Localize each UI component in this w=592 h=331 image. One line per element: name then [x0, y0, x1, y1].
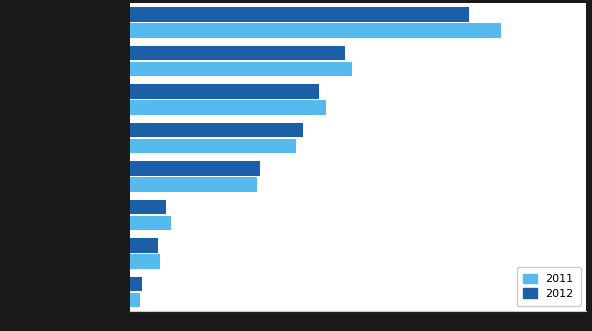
Bar	[130, 7, 469, 22]
Bar	[130, 200, 166, 214]
Bar	[130, 23, 501, 38]
Bar	[130, 254, 160, 269]
Bar	[130, 177, 258, 192]
Bar	[130, 46, 345, 60]
Legend: 2011, 2012: 2011, 2012	[517, 267, 581, 306]
Bar	[130, 139, 297, 153]
Bar	[130, 122, 303, 137]
Bar	[130, 216, 170, 230]
Bar	[130, 100, 326, 115]
Bar	[130, 62, 352, 76]
Bar	[130, 293, 140, 307]
Bar	[130, 276, 142, 291]
Bar	[130, 161, 260, 176]
Bar	[130, 84, 319, 99]
Bar	[130, 238, 157, 253]
